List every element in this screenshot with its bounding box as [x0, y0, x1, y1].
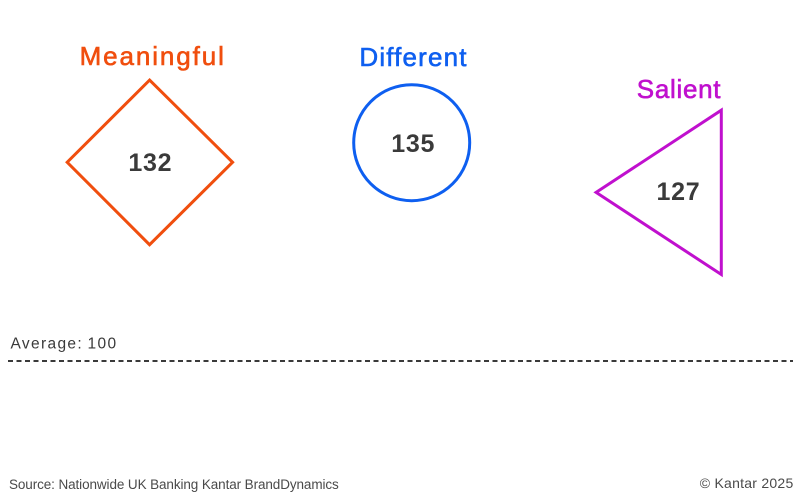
svg-text:127: 127 — [656, 178, 700, 206]
svg-text:Source: Nationwide UK Banking: Source: Nationwide UK Banking Kantar Bra… — [9, 477, 339, 492]
svg-text:135: 135 — [391, 130, 435, 158]
svg-text:Average: 100: Average: 100 — [11, 336, 118, 353]
svg-text:Meaningful: Meaningful — [80, 41, 226, 71]
svg-text:© Kantar 2025: © Kantar 2025 — [700, 475, 794, 491]
svg-text:Different: Different — [359, 42, 467, 72]
svg-text:132: 132 — [128, 149, 172, 177]
svg-text:Salient: Salient — [637, 74, 721, 104]
